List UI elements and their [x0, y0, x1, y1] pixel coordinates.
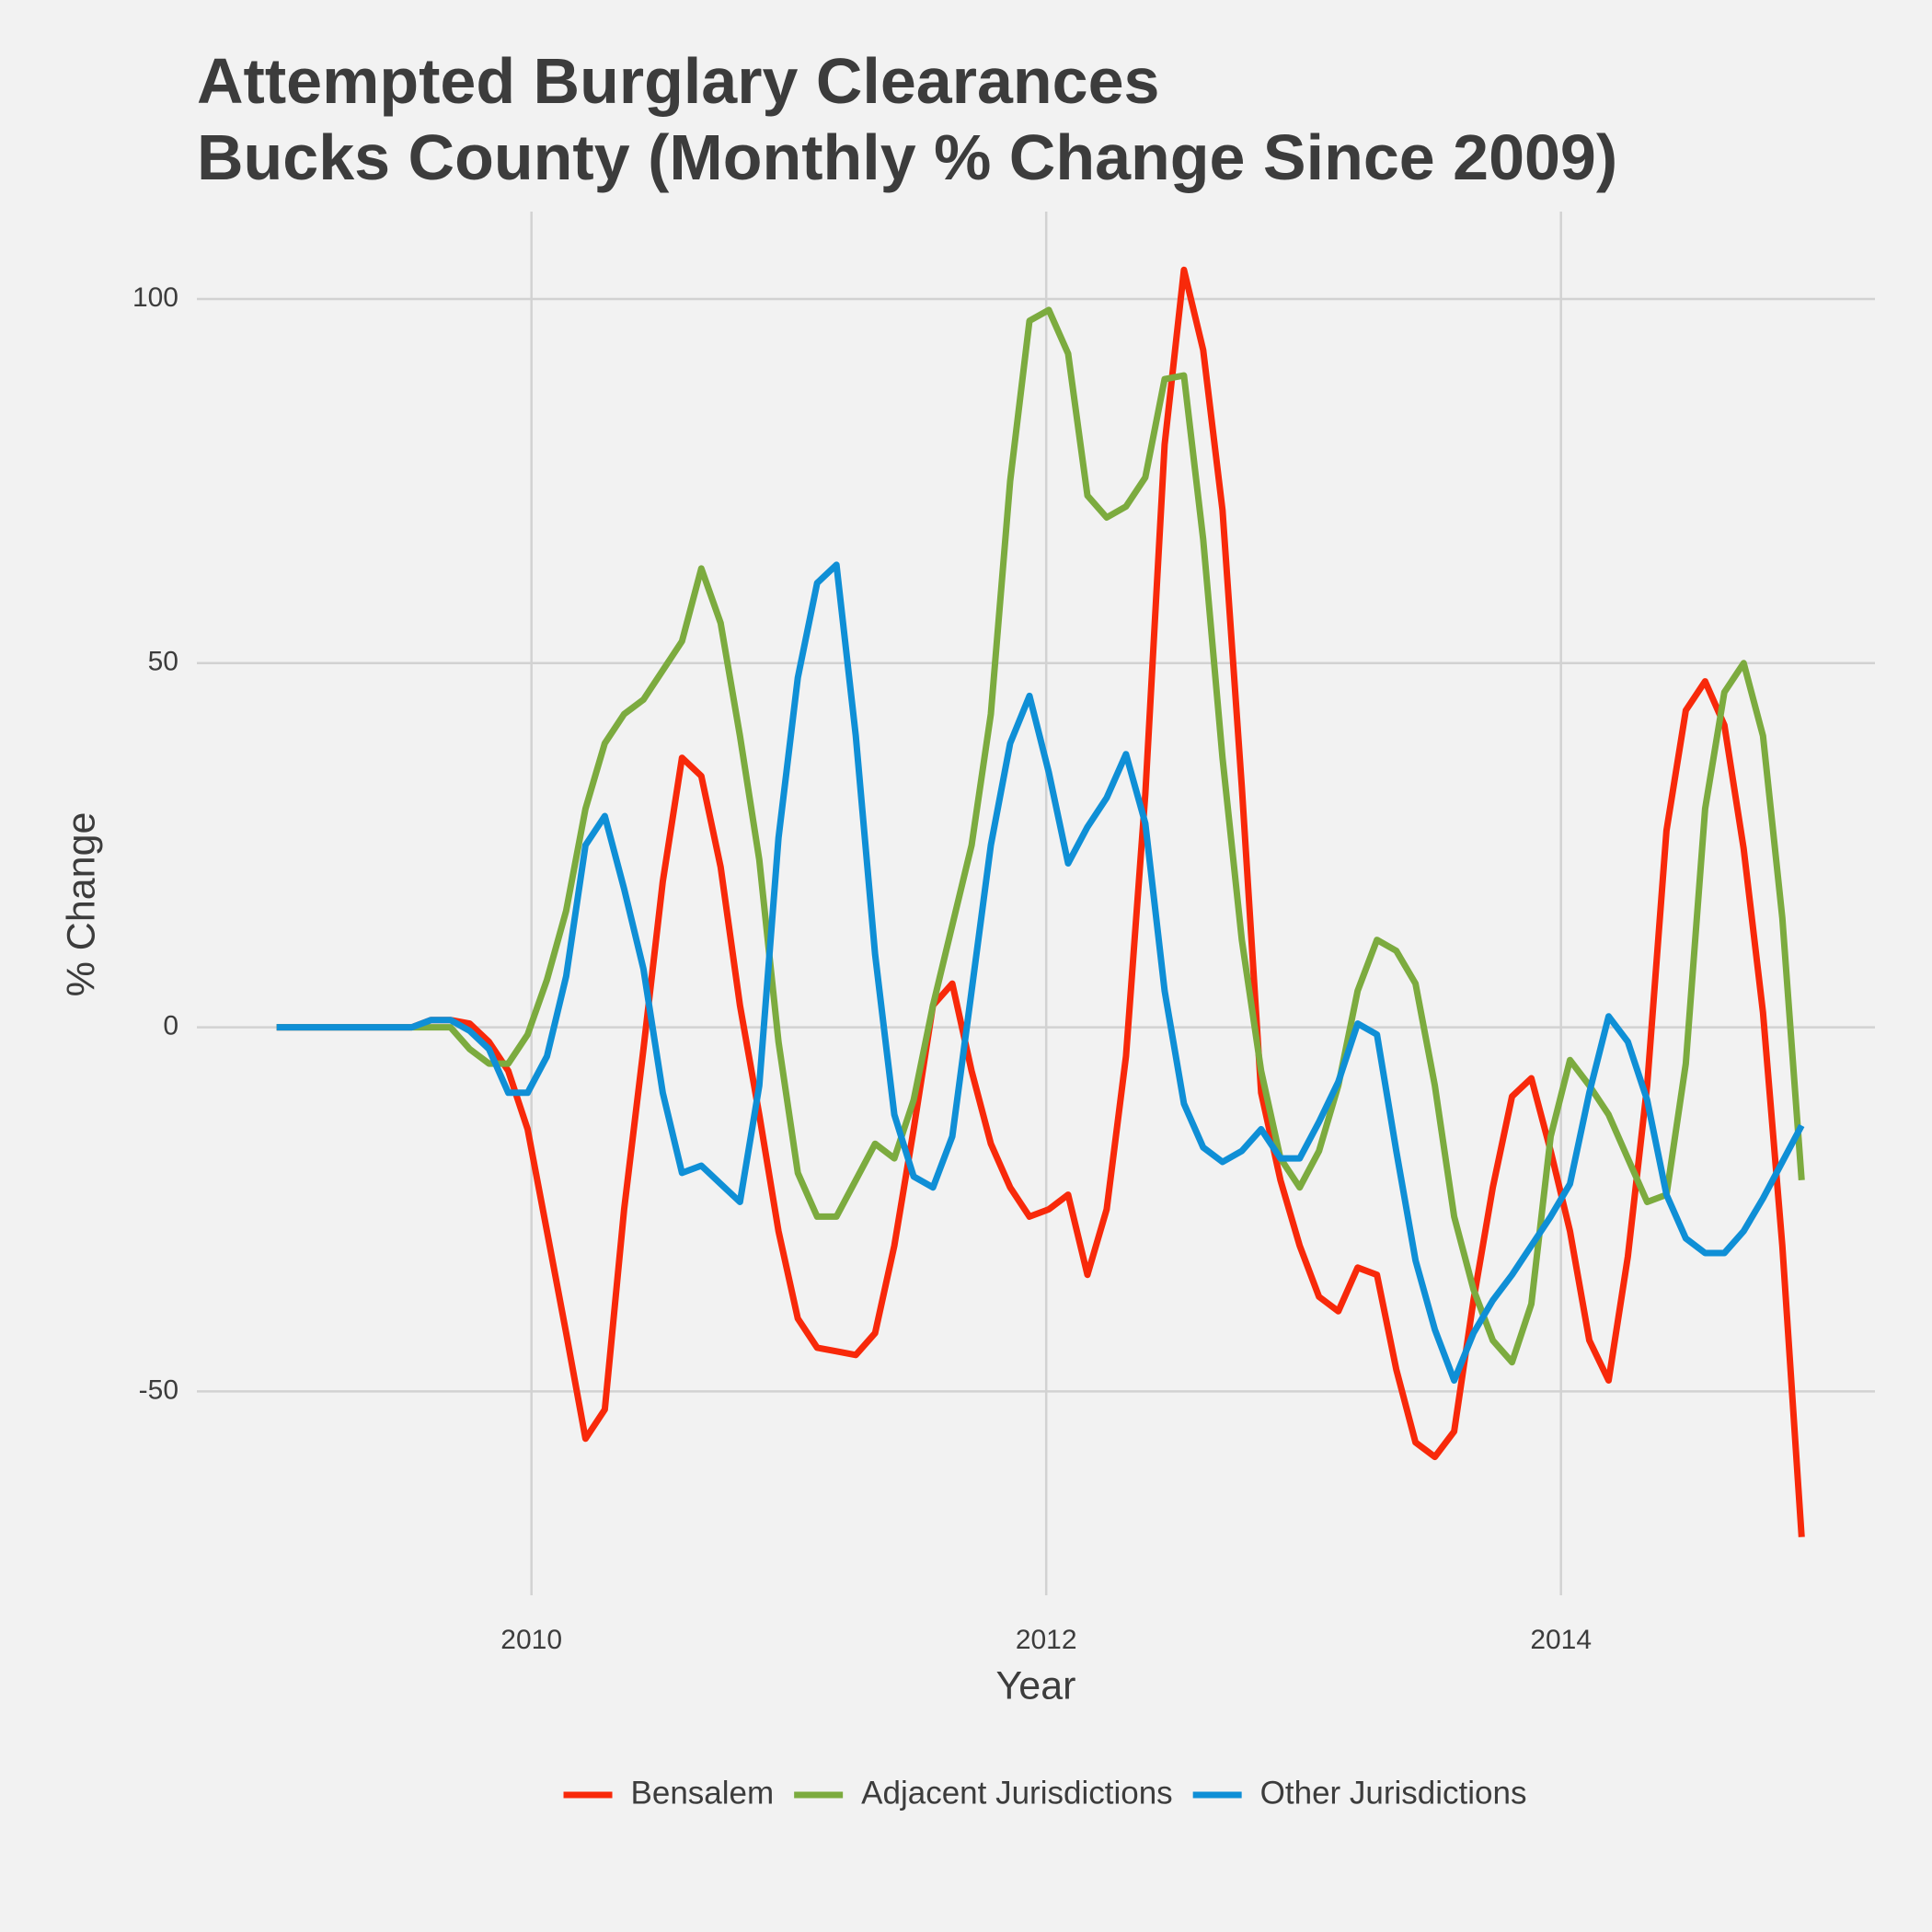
legend-label: Adjacent Jurisdictions: [861, 1775, 1173, 1811]
x-tick-label: 2010: [500, 1625, 562, 1655]
y-tick-label: 100: [132, 282, 178, 313]
data-line: [276, 306, 1805, 1366]
y-tick-label: 0: [163, 1010, 178, 1041]
plot-area: [276, 266, 1805, 1537]
legend-label: Other Jurisdictions: [1260, 1775, 1527, 1811]
x-axis-title: Year: [996, 1663, 1076, 1708]
chart-subtitle: Bucks County (Monthly % Change Since 200…: [197, 121, 1617, 193]
chart-title: Attempted Burglary Clearances: [197, 45, 1159, 117]
x-tick-label: 2014: [1530, 1625, 1592, 1655]
legend: Bensalem Adjacent Jurisdictions Other Juri…: [563, 1775, 1527, 1811]
y-tick-label: -50: [139, 1374, 178, 1405]
data-line: [276, 561, 1805, 1384]
y-axis-title: % Change: [59, 812, 103, 997]
legend-item: Adjacent Jurisdictions: [794, 1775, 1173, 1811]
y-tick-label: 50: [148, 647, 178, 677]
x-tick-label: 2012: [1016, 1625, 1077, 1655]
legend-item: Other Jurisdictions: [1192, 1775, 1527, 1811]
legend-label: Bensalem: [631, 1775, 775, 1811]
legend-item: Bensalem: [563, 1775, 775, 1811]
